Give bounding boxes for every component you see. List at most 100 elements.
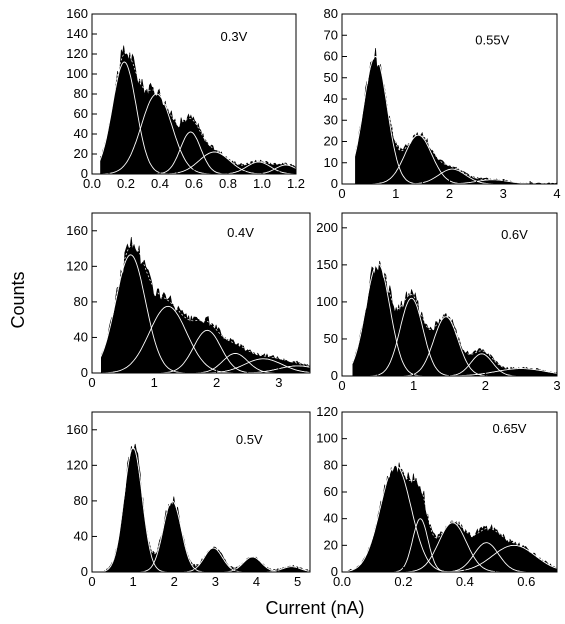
- y-tick-label: 40: [74, 329, 88, 344]
- x-tick-label: 0.2: [117, 176, 135, 191]
- y-tick-label: 0: [331, 564, 338, 579]
- y-tick-label: 120: [66, 457, 88, 472]
- gaussian-fit-3: [342, 522, 557, 572]
- x-tick-label: 1: [151, 375, 158, 390]
- y-tick-label: 160: [66, 223, 88, 238]
- y-tick-label: 100: [316, 294, 338, 309]
- y-tick-label: 60: [74, 106, 88, 121]
- x-tick-label: 0.0: [83, 176, 101, 191]
- x-tick-label: 3: [500, 186, 507, 201]
- x-tick-label: 0.6: [517, 574, 535, 589]
- x-tick-label: 0: [338, 378, 345, 393]
- y-tick-label: 70: [324, 27, 338, 42]
- x-tick-label: 0.8: [219, 176, 237, 191]
- gaussian-fit-5: [92, 161, 296, 174]
- gaussian-fit-1: [92, 254, 310, 373]
- histogram-panel-6: 0.0 0.2 0.4 0.6 0 20 40 60 80 100 120 0.65V: [316, 404, 558, 589]
- x-tick-label: 2: [171, 574, 178, 589]
- x-tick-label: 1: [392, 186, 399, 201]
- histogram-panel-3: 0 1 2 3 0 40 80 120 160 0.4V: [66, 212, 311, 390]
- gaussian-fit-3: [342, 316, 557, 376]
- y-tick-label: 20: [324, 134, 338, 149]
- histogram-area: [352, 260, 557, 376]
- panels: 0.0 0.2 0.4 0.6 0.8 1.0 1.20204060801001201401…: [66, 6, 560, 589]
- x-tick-label: 0: [338, 186, 345, 201]
- bias-voltage-label: 0.55V: [475, 33, 509, 48]
- y-tick-label: 30: [324, 112, 338, 127]
- gaussian-fit-6: [92, 365, 310, 373]
- x-tick-label: 4: [253, 574, 260, 589]
- y-tick-label: 0: [81, 564, 88, 579]
- bias-voltage-label: 0.4V: [227, 225, 254, 240]
- x-tick-label: 2: [446, 186, 453, 201]
- histogram-area: [101, 236, 310, 373]
- x-tick-label: 3: [275, 375, 282, 390]
- x-tick-label: 3: [212, 574, 219, 589]
- y-tick-label: 100: [66, 66, 88, 81]
- fit-envelope: [92, 244, 310, 370]
- y-tick-label: 80: [324, 457, 338, 472]
- x-tick-label: 0.0: [333, 574, 351, 589]
- bias-voltage-label: 0.6V: [501, 227, 528, 242]
- x-tick-label: 2: [213, 375, 220, 390]
- fit-envelope: [92, 51, 296, 172]
- y-tick-label: 120: [316, 404, 338, 419]
- y-tick-label: 80: [324, 6, 338, 21]
- histogram-panel-5: 0 1 2 3 4 5 0 40 80 120 160 0.5V: [66, 411, 311, 589]
- y-tick-label: 80: [74, 294, 88, 309]
- x-tick-label: 5: [294, 574, 301, 589]
- y-tick-label: 0: [331, 368, 338, 383]
- y-tick-label: 20: [324, 537, 338, 552]
- plot-frame: [91, 411, 311, 573]
- x-axis-title: Current (nA): [265, 598, 364, 618]
- gaussian-fit-3: [92, 547, 310, 572]
- y-tick-label: 160: [66, 422, 88, 437]
- y-axis-title: Counts: [8, 271, 28, 328]
- gaussian-fit-1: [92, 61, 296, 174]
- gaussian-fit-2: [92, 305, 310, 373]
- x-tick-label: 0.6: [185, 176, 203, 191]
- y-tick-label: 40: [324, 511, 338, 526]
- x-tick-label: 2: [482, 378, 489, 393]
- y-tick-label: 0: [331, 176, 338, 191]
- x-tick-label: 1.0: [253, 176, 271, 191]
- y-tick-label: 160: [66, 6, 88, 21]
- x-tick-label: 1: [410, 378, 417, 393]
- fit-envelope: [342, 261, 557, 375]
- gaussian-fit-3: [92, 131, 296, 174]
- y-tick-label: 150: [316, 257, 338, 272]
- y-tick-label: 120: [66, 258, 88, 273]
- x-tick-label: 0: [88, 375, 95, 390]
- y-tick-label: 10: [324, 155, 338, 170]
- y-tick-label: 40: [74, 126, 88, 141]
- gaussian-fit-1: [342, 262, 557, 376]
- histogram-area: [347, 462, 557, 572]
- y-tick-label: 0: [81, 365, 88, 380]
- x-tick-label: 0.2: [394, 574, 412, 589]
- x-tick-label: 4: [553, 186, 560, 201]
- gaussian-fit-3: [342, 168, 557, 184]
- x-tick-label: 0: [88, 574, 95, 589]
- x-tick-label: 0.4: [456, 574, 474, 589]
- y-tick-label: 80: [74, 493, 88, 508]
- y-tick-label: 20: [74, 146, 88, 161]
- bias-voltage-label: 0.65V: [493, 421, 527, 436]
- y-tick-label: 50: [324, 331, 338, 346]
- y-tick-label: 60: [324, 49, 338, 64]
- y-tick-label: 100: [316, 431, 338, 446]
- y-tick-label: 120: [66, 46, 88, 61]
- x-tick-label: 1.2: [287, 176, 305, 191]
- y-tick-label: 80: [74, 86, 88, 101]
- gaussian-fit-3: [92, 329, 310, 373]
- fit-envelope: [342, 464, 557, 572]
- y-tick-label: 140: [66, 26, 88, 41]
- x-tick-label: 3: [553, 378, 560, 393]
- fit-envelope: [92, 447, 310, 572]
- histogram-panel-1: 0.0 0.2 0.4 0.6 0.8 1.0 1.2 0 20 40 60 80 100 120 140 1…: [66, 6, 305, 191]
- histogram-panel-4: 0 1 2 3 0 50 100 150 200 0.6V: [316, 212, 561, 393]
- plot-frame: [91, 212, 311, 374]
- y-tick-label: 0: [81, 166, 88, 181]
- bias-voltage-label: 0.3V: [221, 29, 248, 44]
- y-tick-label: 40: [74, 528, 88, 543]
